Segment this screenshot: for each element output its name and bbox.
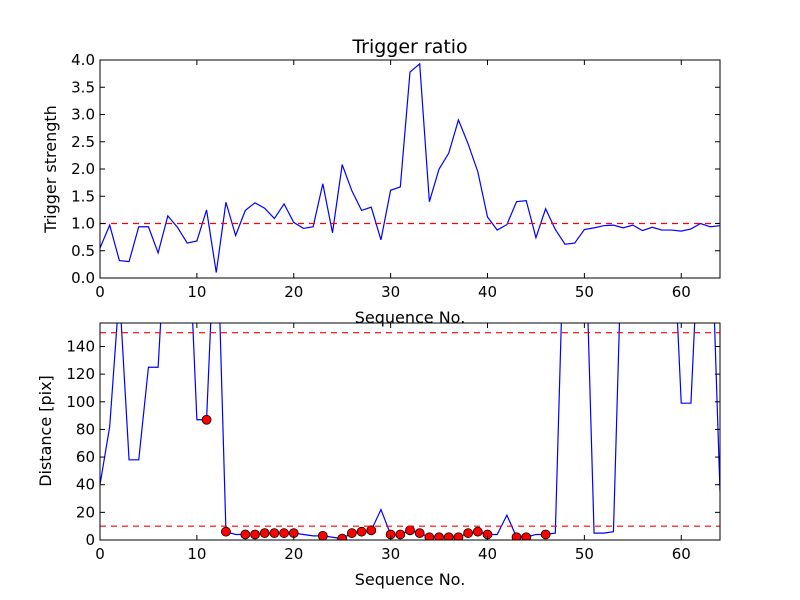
y-tick-label: 2.5 [71, 133, 95, 151]
x-tick-label: 50 [575, 283, 594, 301]
scatter-point [521, 532, 532, 540]
x-axis-label: Sequence No. [355, 308, 466, 327]
y-tick-label: 120 [66, 365, 95, 383]
x-tick-label: 20 [284, 545, 303, 563]
y-tick-label: 3.5 [71, 78, 95, 96]
scatter-point [221, 526, 231, 537]
y-ticks: 0 20 40 60 80 100 120 140 [66, 337, 720, 549]
y-tick-label: 1.0 [71, 215, 95, 233]
y-tick-label: 0 [85, 531, 95, 549]
y-tick-label: 0.5 [71, 242, 95, 260]
y-tick-label: 2.0 [71, 160, 95, 178]
scatter-point [337, 533, 348, 540]
y-axis-label: Trigger strength [41, 105, 60, 234]
scatter-point [279, 528, 289, 538]
scatter-point [424, 532, 435, 540]
y-tick-label: 40 [76, 476, 95, 494]
x-tick-label: 10 [187, 545, 206, 563]
series-line [100, 62, 720, 273]
y-tick-label: 0.0 [71, 269, 95, 287]
distance-plot: 0 10 20 30 40 50 60 0 20 40 60 80 100 120 140 Sequenc… [36, 322, 721, 589]
chart-title: Trigger ratio [351, 36, 467, 58]
y-tick-label: 60 [76, 448, 95, 466]
scatter-point [250, 529, 260, 540]
x-tick-label: 60 [672, 283, 691, 301]
scatter-point [259, 528, 270, 538]
x-tick-label: 50 [575, 545, 594, 563]
trigger-ratio-plot: 0 10 20 30 40 50 60 0.0 0.5 1.0 1.5 2.0 2.5 3.0 3.5 4.… [41, 51, 721, 327]
y-tick-label: 20 [76, 503, 95, 521]
x-tick-label: 40 [478, 283, 497, 301]
x-ticks: 0 10 20 30 40 50 60 [95, 323, 691, 563]
scatter-point [366, 525, 377, 536]
scatter-point [201, 414, 212, 425]
scatter-point [453, 532, 464, 540]
scatter-point [414, 528, 425, 538]
scatter-point [443, 532, 454, 540]
scatter-point [240, 529, 251, 540]
y-tick-label: 1.5 [71, 187, 95, 205]
x-tick-label: 20 [284, 283, 303, 301]
y-axis-label: Distance [pix] [36, 375, 55, 487]
y-tick-label: 140 [66, 337, 95, 355]
scatter-point [472, 526, 483, 537]
plot-frame [99, 59, 721, 279]
y-tick-label: 100 [66, 393, 95, 411]
scatter-point [356, 526, 367, 537]
y-tick-label: 80 [76, 420, 95, 438]
x-tick-label: 40 [478, 545, 497, 563]
trigger-series-layer [100, 62, 720, 273]
x-tick-label: 60 [672, 545, 691, 563]
distance-series-layer [100, 323, 720, 540]
scatter-point [269, 528, 280, 538]
plot-frame [99, 322, 721, 541]
x-tick-label: 10 [187, 283, 206, 301]
y-ticks: 0.0 0.5 1.0 1.5 2.0 2.5 3.0 3.5 4.0 [71, 51, 720, 287]
scatter-point [395, 529, 406, 540]
y-tick-label: 4.0 [71, 51, 95, 69]
x-ticks: 0 10 20 30 40 50 60 [95, 60, 691, 301]
scatter-point [405, 525, 415, 536]
x-tick-label: 0 [95, 545, 105, 563]
x-tick-label: 0 [95, 283, 105, 301]
scatter-point [463, 528, 474, 538]
y-tick-label: 3.0 [71, 106, 95, 124]
scatter-point [317, 530, 328, 540]
scatter-point [511, 532, 522, 540]
reference-lines-layer [100, 332, 720, 527]
scatter-point [346, 528, 357, 538]
scatter-point [434, 532, 444, 540]
scatter-point [540, 529, 551, 540]
x-tick-label: 30 [381, 545, 400, 563]
x-axis-label: Sequence No. [355, 570, 466, 589]
series-line [100, 323, 720, 540]
x-tick-label: 30 [381, 283, 400, 301]
